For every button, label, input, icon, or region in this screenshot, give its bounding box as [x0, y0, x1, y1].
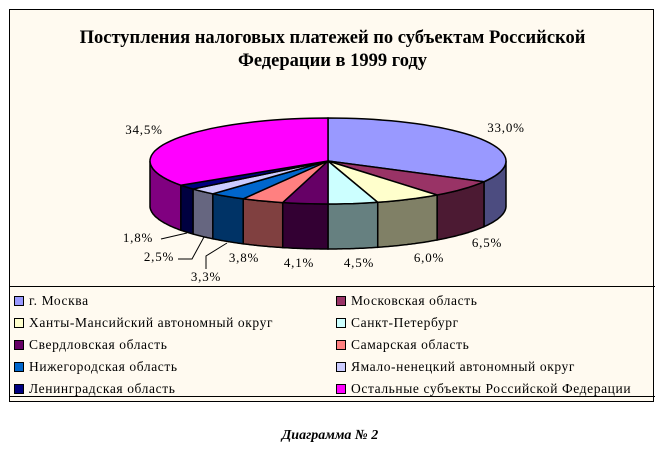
data-label: 34,5%: [125, 122, 163, 137]
pie-slice: [327, 160, 487, 196]
legend-label: Нижегородская область: [29, 359, 178, 374]
data-label: 33,0%: [487, 120, 525, 135]
data-label: 6,5%: [472, 235, 502, 250]
legend-swatch: [14, 318, 24, 328]
legend-item: г. Москва: [14, 292, 89, 310]
legend-label: г. Москва: [29, 293, 89, 308]
pie-slice-side: [281, 201, 329, 250]
legend-swatch: [14, 340, 24, 350]
data-label: 2,5%: [144, 249, 174, 264]
legend-swatch: [14, 296, 24, 306]
pie-slice-side: [376, 194, 438, 249]
pie-slice-side: [212, 192, 244, 245]
data-label: 3,3%: [191, 269, 221, 284]
legend-label: Ямало-ненецкий автономный округ: [351, 359, 576, 374]
legend-item: Ямало-ненецкий автономный округ: [336, 358, 575, 376]
diagram-caption: Диаграмма № 2: [281, 428, 379, 443]
pie-slice: [327, 159, 380, 205]
legend-item: Санкт-Петербург: [336, 314, 459, 332]
legend-swatch: [336, 318, 346, 328]
pie-slice-side: [327, 201, 379, 250]
legend-swatch: [336, 340, 346, 350]
legend-item: Нижегородская область: [14, 358, 178, 376]
data-label: 4,1%: [284, 255, 314, 270]
data-label: 6,0%: [414, 250, 444, 265]
legend-swatch: [14, 362, 24, 372]
leader-line: [178, 236, 205, 260]
legend-label: Остальные субъекты Российской Федерации: [351, 381, 632, 396]
pie-slice: [327, 160, 438, 204]
pie-slice: [149, 117, 329, 186]
legend-item: Ханты-Мансийский автономный округ: [14, 314, 273, 332]
chart-area: Поступления налоговых платежей по субъек…: [9, 9, 655, 402]
legend-swatch: [336, 362, 346, 372]
legend-label: Свердловская область: [29, 337, 168, 352]
data-label: 4,5%: [344, 255, 374, 270]
legend-label: Самарская область: [351, 337, 470, 352]
data-label: 3,8%: [229, 250, 259, 265]
chart-title-line-2: Федерации в 1999 году: [237, 51, 428, 71]
pie-slice-side: [180, 184, 194, 235]
legend-swatch: [14, 384, 24, 394]
legend-item: Самарская область: [336, 336, 469, 354]
legend: г. Москва Московская область Ханты-Мансийс…: [10, 286, 655, 397]
data-label: 1,8%: [123, 230, 153, 245]
pie-slice-side: [242, 197, 284, 249]
pie-slice: [327, 117, 507, 183]
legend-label: Московская область: [351, 293, 478, 308]
legend-item: Свердловская область: [14, 336, 168, 354]
legend-item: Остальные субъекты Российской Федерации: [336, 380, 631, 398]
pie-chart: 33,0% 6,5% 6,0% 4,5% 4,1% 3,8% 3,3% 2,5% 1,8% 34,…: [123, 117, 525, 284]
chart-title: Поступления налоговых платежей по субъек…: [10, 27, 655, 73]
legend-swatch: [336, 384, 346, 394]
chart-title-line-1: Поступления налоговых платежей по субъек…: [79, 28, 586, 48]
legend-item: Московская область: [336, 292, 477, 310]
leader-line: [205, 242, 228, 269]
leader-line: [160, 232, 188, 240]
legend-label: Ханты-Мансийский автономный округ: [29, 315, 274, 330]
legend-item: Ленинградская область: [14, 380, 175, 398]
legend-swatch: [336, 296, 346, 306]
legend-label: Санкт-Петербург: [351, 315, 459, 330]
pie-slice-side: [192, 187, 214, 240]
legend-label: Ленинградская область: [29, 381, 176, 396]
